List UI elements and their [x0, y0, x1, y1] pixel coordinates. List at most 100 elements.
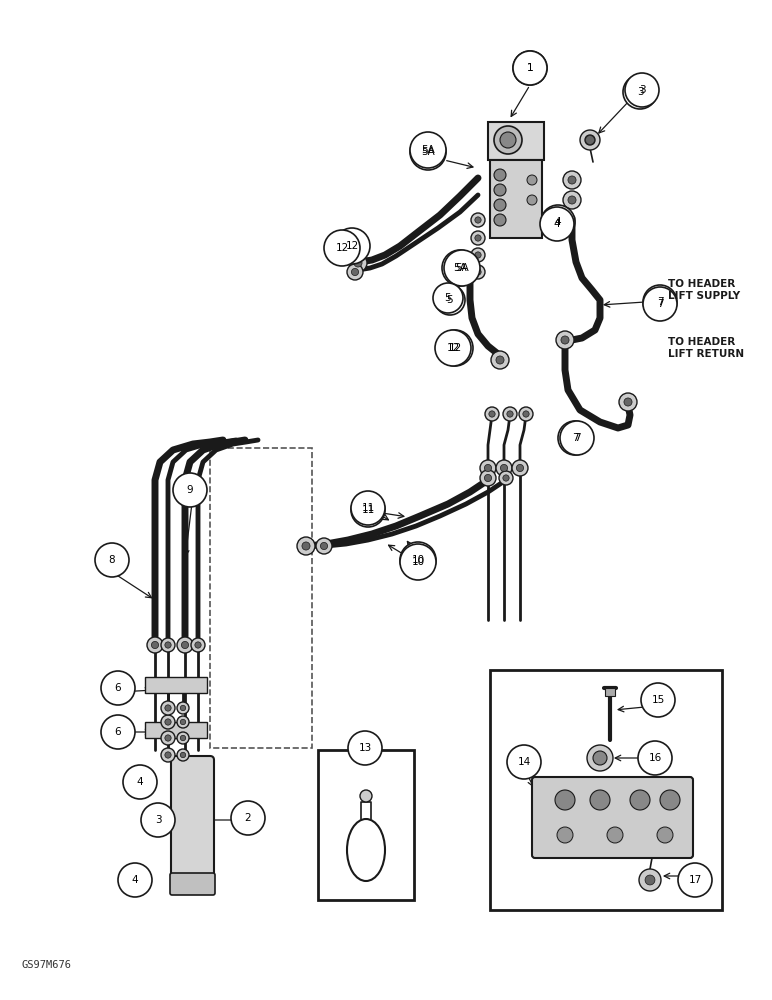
- Circle shape: [437, 330, 473, 366]
- Circle shape: [607, 827, 623, 843]
- Circle shape: [645, 875, 655, 885]
- Circle shape: [471, 231, 485, 245]
- Circle shape: [471, 213, 485, 227]
- Circle shape: [177, 637, 193, 653]
- Circle shape: [141, 803, 175, 837]
- Circle shape: [347, 264, 363, 280]
- Circle shape: [513, 51, 547, 85]
- Circle shape: [161, 701, 175, 715]
- Circle shape: [302, 542, 310, 550]
- Text: 5: 5: [445, 293, 452, 303]
- Circle shape: [678, 863, 712, 897]
- Circle shape: [585, 135, 594, 144]
- Circle shape: [191, 638, 205, 652]
- Text: 4: 4: [137, 777, 144, 787]
- Circle shape: [484, 474, 492, 482]
- Circle shape: [496, 460, 512, 476]
- Circle shape: [471, 265, 485, 279]
- Text: 12: 12: [345, 241, 359, 251]
- Circle shape: [643, 285, 677, 319]
- Text: 1: 1: [527, 63, 533, 73]
- Circle shape: [161, 715, 175, 729]
- Text: 17: 17: [689, 875, 702, 885]
- Circle shape: [560, 421, 594, 455]
- Text: 5A: 5A: [421, 145, 435, 155]
- Circle shape: [480, 470, 496, 486]
- Circle shape: [513, 51, 547, 85]
- Circle shape: [410, 134, 446, 170]
- Circle shape: [519, 407, 533, 421]
- Circle shape: [161, 731, 175, 745]
- Circle shape: [101, 715, 135, 749]
- FancyBboxPatch shape: [490, 160, 542, 238]
- Circle shape: [177, 732, 189, 744]
- Circle shape: [316, 538, 332, 554]
- Text: 4: 4: [555, 217, 561, 227]
- Circle shape: [587, 745, 613, 771]
- Circle shape: [484, 464, 492, 472]
- Circle shape: [500, 132, 516, 148]
- Text: 12: 12: [335, 243, 349, 253]
- Text: 5A: 5A: [453, 263, 467, 273]
- Circle shape: [563, 191, 581, 209]
- Text: 12: 12: [446, 343, 459, 353]
- Circle shape: [349, 254, 367, 272]
- Circle shape: [181, 735, 186, 741]
- Text: 5A: 5A: [421, 147, 435, 157]
- FancyBboxPatch shape: [145, 722, 207, 738]
- Circle shape: [480, 460, 496, 476]
- Circle shape: [593, 751, 607, 765]
- Circle shape: [177, 716, 189, 728]
- Circle shape: [165, 642, 171, 648]
- Circle shape: [491, 351, 509, 369]
- Circle shape: [563, 171, 581, 189]
- Circle shape: [123, 765, 157, 799]
- Circle shape: [630, 790, 650, 810]
- FancyBboxPatch shape: [605, 688, 615, 696]
- Circle shape: [523, 411, 529, 417]
- Circle shape: [503, 475, 510, 481]
- Circle shape: [351, 268, 359, 276]
- Circle shape: [623, 75, 657, 109]
- Circle shape: [351, 493, 385, 527]
- Circle shape: [195, 642, 201, 648]
- Circle shape: [489, 411, 495, 417]
- Circle shape: [557, 827, 573, 843]
- Text: 2: 2: [245, 813, 252, 823]
- Circle shape: [475, 269, 481, 275]
- Text: 5A: 5A: [455, 263, 469, 273]
- Circle shape: [475, 235, 481, 241]
- Circle shape: [297, 537, 315, 555]
- Circle shape: [471, 248, 485, 262]
- Circle shape: [181, 752, 186, 758]
- Circle shape: [494, 199, 506, 211]
- Text: 6: 6: [115, 683, 121, 693]
- Circle shape: [657, 827, 673, 843]
- Text: 12: 12: [449, 343, 462, 353]
- Circle shape: [360, 790, 372, 802]
- Circle shape: [590, 790, 610, 810]
- Text: 15: 15: [652, 695, 665, 705]
- Circle shape: [507, 411, 513, 417]
- Text: 7: 7: [657, 299, 663, 309]
- Circle shape: [527, 195, 537, 205]
- Circle shape: [660, 790, 680, 810]
- Circle shape: [348, 731, 382, 765]
- Circle shape: [435, 330, 471, 366]
- Text: 16: 16: [648, 753, 662, 763]
- Circle shape: [177, 702, 189, 714]
- Text: TO HEADER
LIFT SUPPLY: TO HEADER LIFT SUPPLY: [668, 279, 740, 301]
- Circle shape: [643, 287, 677, 321]
- Circle shape: [324, 230, 360, 266]
- Circle shape: [181, 705, 186, 711]
- Circle shape: [540, 207, 574, 241]
- Circle shape: [558, 421, 592, 455]
- FancyBboxPatch shape: [171, 756, 214, 884]
- Circle shape: [165, 719, 171, 725]
- Circle shape: [151, 641, 158, 649]
- Text: 11: 11: [361, 505, 374, 515]
- Circle shape: [561, 336, 569, 344]
- Text: 3: 3: [638, 85, 645, 95]
- Circle shape: [619, 393, 637, 411]
- Circle shape: [95, 543, 129, 577]
